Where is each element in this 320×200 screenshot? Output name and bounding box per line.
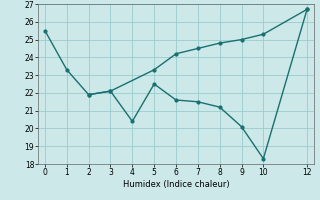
X-axis label: Humidex (Indice chaleur): Humidex (Indice chaleur): [123, 180, 229, 189]
